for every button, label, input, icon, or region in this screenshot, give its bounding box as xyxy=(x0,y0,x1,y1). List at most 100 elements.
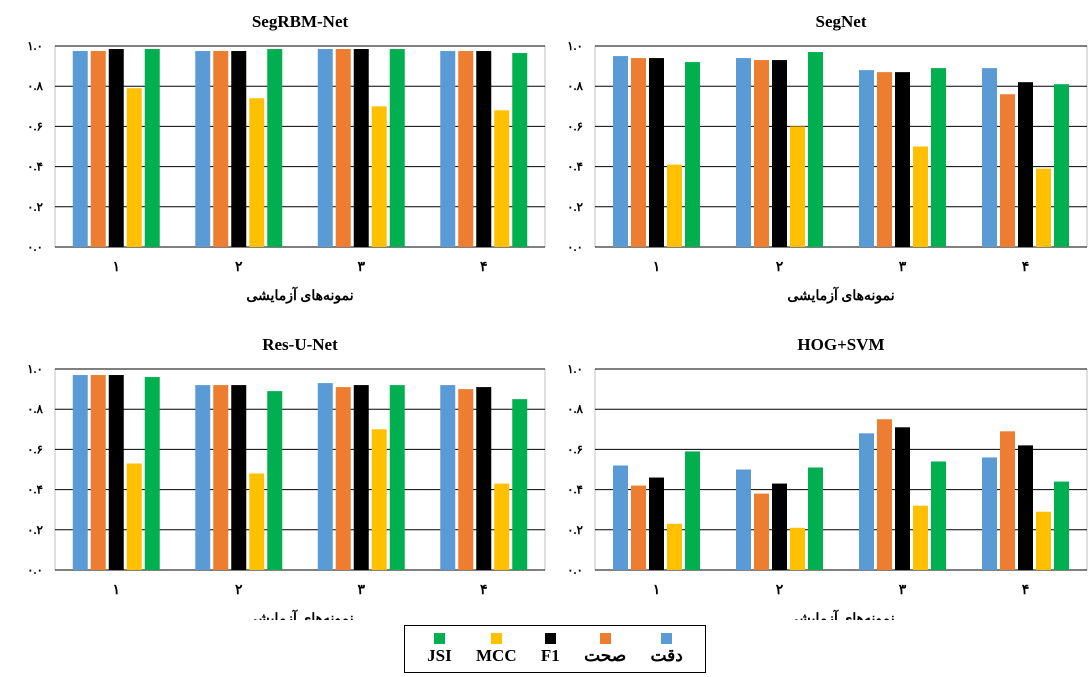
chart-4-ytick-0: ۰.۰ xyxy=(567,563,583,577)
chart-1-xtick-4: ۴ xyxy=(480,260,488,275)
chart-3-ytick-1: ۰.۲ xyxy=(27,523,43,537)
chart-4-ytick-4: ۰.۸ xyxy=(567,402,583,416)
chart-3-xtick-4: ۴ xyxy=(480,583,488,598)
chart-4-bar-accuracy-2 xyxy=(736,469,751,570)
chart-1-bar-accuracy-1 xyxy=(72,51,88,248)
chart-3-bar-precision-4 xyxy=(458,389,474,570)
chart-3-bar-jsi-4 xyxy=(512,399,528,570)
chart-3-ytick-5: ۱.۰ xyxy=(27,362,43,376)
chart-1-bar-precision-2 xyxy=(213,51,229,248)
chart-1-bar-mcc-3 xyxy=(371,106,387,247)
chart-4-ytick-5: ۱.۰ xyxy=(567,362,583,376)
chart-2-ytick-2: ۰.۴ xyxy=(567,160,583,174)
chart-1-title: SegRBM-Net xyxy=(252,12,349,31)
charts-canvas: ۰.۰ ۰.۲ ۰.۴ ۰.۶ ۰.۸ ۱.۰ ۱ ۲ ۳ ۴ نمونه‌های آزمایشی S… xyxy=(27,12,1088,620)
chart-3-bar-mcc-2 xyxy=(249,473,265,570)
chart-2-bar-precision-4 xyxy=(1000,94,1015,248)
chart-1-bar-accuracy-2 xyxy=(195,51,211,248)
chart-2-bar-jsi-1 xyxy=(685,62,700,247)
chart-4-bar-jsi-3 xyxy=(931,461,946,570)
chart-1-ytick-2: ۰.۴ xyxy=(27,160,43,174)
chart-3-bar-jsi-1 xyxy=(144,377,160,570)
chart-2-bar-f1-3 xyxy=(895,72,910,247)
chart-1-bar-f1-4 xyxy=(476,51,492,248)
legend: دقت صحت F1 MCC JSI xyxy=(404,625,706,673)
chart-2-ytick-0: ۰.۰ xyxy=(567,240,583,254)
chart-4-xtick-2: ۲ xyxy=(776,583,784,598)
legend-label-jsi: JSI xyxy=(427,646,452,665)
chart-1-xtick-1: ۱ xyxy=(112,260,120,275)
chart-1-bar-jsi-2 xyxy=(267,49,283,247)
legend-item-jsi: JSI xyxy=(427,633,452,665)
chart-1-bar-f1-3 xyxy=(353,49,369,247)
chart-4-bar-accuracy-3 xyxy=(859,433,874,570)
chart-2-ytick-3: ۰.۶ xyxy=(567,119,583,133)
chart-4-bar-mcc-3 xyxy=(913,505,928,570)
chart-3-bar-precision-1 xyxy=(90,375,106,570)
chart-4-ytick-2: ۰.۴ xyxy=(567,483,583,497)
chart-1-bar-precision-4 xyxy=(458,51,474,248)
chart-1-ytick-3: ۰.۶ xyxy=(27,119,43,133)
legend-item-mcc: MCC xyxy=(476,633,517,665)
chart-4-bar-precision-1 xyxy=(631,485,646,570)
chart-4-bar-accuracy-4 xyxy=(982,457,997,570)
chart-3-bar-jsi-3 xyxy=(389,385,405,570)
chart-2-bar-jsi-3 xyxy=(931,68,946,247)
chart-1-bar-precision-1 xyxy=(90,51,106,248)
legend-label-mcc: MCC xyxy=(476,646,517,665)
chart-4-bar-precision-3 xyxy=(877,419,892,570)
legend-swatch-jsi xyxy=(433,633,445,644)
chart-1-ytick-5: ۱.۰ xyxy=(27,39,43,53)
chart-1-bar-mcc-4 xyxy=(494,110,510,247)
chart-2-bar-precision-1 xyxy=(631,58,646,248)
chart-3-title: Res-U-Net xyxy=(262,335,338,354)
chart-3-bar-accuracy-1 xyxy=(72,375,88,570)
legend-swatch-mcc xyxy=(490,633,502,644)
chart-1-ytick-1: ۰.۲ xyxy=(27,200,43,214)
chart-1-bar-mcc-2 xyxy=(249,98,265,247)
chart-2-ytick-4: ۰.۸ xyxy=(567,79,583,93)
chart-4-bar-mcc-4 xyxy=(1036,511,1051,570)
legend-label-f1: F1 xyxy=(540,646,560,665)
chart-4-bar-mcc-1 xyxy=(667,523,682,570)
chart-2-bar-f1-4 xyxy=(1018,82,1033,248)
chart-1-xtick-3: ۳ xyxy=(357,260,365,275)
chart-3-bar-accuracy-4 xyxy=(440,385,456,570)
chart-2-xtick-2: ۲ xyxy=(776,260,784,275)
chart-4-bar-jsi-4 xyxy=(1054,481,1069,570)
chart-2-ytick-5: ۱.۰ xyxy=(567,39,583,53)
chart-3-bar-accuracy-3 xyxy=(317,383,333,570)
chart-1-bar-f1-1 xyxy=(108,49,124,247)
chart-1-bar-mcc-1 xyxy=(126,88,142,248)
chart-3-xtick-1: ۱ xyxy=(112,583,120,598)
chart-3-ytick-0: ۰.۰ xyxy=(27,563,43,577)
chart-2-xtick-4: ۴ xyxy=(1022,260,1030,275)
chart-2-bar-accuracy-2 xyxy=(736,58,751,248)
chart-4-ytick-3: ۰.۶ xyxy=(567,442,583,456)
chart-3-bar-f1-1 xyxy=(108,375,124,570)
chart-2-bar-accuracy-1 xyxy=(613,56,628,247)
legend-item-precision: صحت xyxy=(584,633,626,665)
chart-1-ytick-0: ۰.۰ xyxy=(27,240,43,254)
chart-2-bar-accuracy-4 xyxy=(982,68,997,247)
chart-4-ytick-1: ۰.۲ xyxy=(567,523,583,537)
chart-2-bar-jsi-2 xyxy=(808,52,823,247)
chart-2-bar-mcc-3 xyxy=(913,146,928,247)
chart-3-bar-f1-4 xyxy=(476,387,492,570)
chart-3-bar-mcc-4 xyxy=(494,483,510,570)
chart-1-bar-accuracy-3 xyxy=(317,49,333,247)
legend-label-precision: صحت xyxy=(584,646,627,665)
chart-3-bar-mcc-1 xyxy=(126,463,142,570)
chart-3-bar-f1-3 xyxy=(353,385,369,570)
chart-4-xlabel: نمونه‌های آزمایشی xyxy=(787,609,894,620)
chart-4-bar-precision-4 xyxy=(1000,431,1015,570)
chart-3-ytick-3: ۰.۶ xyxy=(27,442,43,456)
chart-4-xtick-1: ۱ xyxy=(653,583,661,598)
chart-4-xtick-4: ۴ xyxy=(1022,583,1030,598)
chart-3-ytick-4: ۰.۸ xyxy=(27,402,43,416)
chart-3-bar-f1-2 xyxy=(231,385,247,570)
chart-3-xtick-3: ۳ xyxy=(357,583,365,598)
chart-3-bar-jsi-2 xyxy=(267,391,283,570)
chart-4-bar-f1-4 xyxy=(1018,445,1033,570)
chart-2-xlabel: نمونه‌های آزمایشی xyxy=(787,286,894,304)
